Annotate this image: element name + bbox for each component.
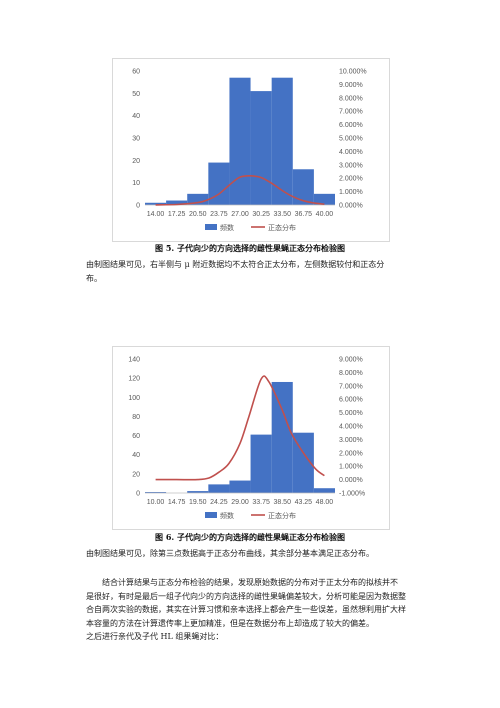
x-tick-label: 14.75 [168, 499, 186, 506]
conclusion-line: 是很好，有时是最后一组子代向少的方向选择的雌性果蝇偏差较大，分析可能是因为数据整 [86, 591, 406, 601]
x-tick-label: 30.25 [252, 211, 270, 218]
figure-6-caption: 图 6. 子代向少的方向选择的雌性果蝇正态分布检验图 [155, 532, 345, 542]
figure-6-description-line: 由制图结果可见，除第三点数据高于正态分布曲线，其余部分基本满足正态分布。 [86, 549, 374, 558]
bar [271, 77, 293, 205]
figure-5-chart: 0 10 20 30 40 50 60 0.000% 1.000% 2.000% 3.000% 4.0… [112, 58, 390, 242]
y2-tick-label: 8.000% [339, 95, 363, 102]
x-tick-label: 40.00 [316, 211, 334, 218]
bar [208, 484, 230, 493]
x-tick-label: 27.00 [231, 211, 249, 218]
y2-tick-label: 3.000% [339, 162, 363, 169]
y2-tick-label: 5.000% [339, 410, 363, 417]
y-tick-label: 40 [132, 113, 140, 120]
bar [250, 434, 272, 493]
x-tick-label: 38.50 [273, 499, 291, 506]
y-tick-label: 140 [128, 357, 140, 364]
legend-label: 正态分布 [268, 511, 296, 520]
y2-tick-label: 4.000% [339, 149, 363, 156]
bar [313, 488, 335, 493]
legend-swatch-bars [205, 512, 217, 518]
x-tick-label: 23.75 [210, 211, 228, 218]
normal-distribution-line [155, 375, 325, 481]
y2-tick-label: 6.000% [339, 397, 363, 404]
y-tick-label: 80 [132, 414, 140, 421]
y2-tick-label: 0.000% [339, 203, 363, 210]
x-tick-label: 33.75 [252, 499, 270, 506]
y-tick-label: 30 [132, 136, 140, 143]
y-tick-label: 50 [132, 91, 140, 98]
figure-6-description: 由制图结果可见，除第三点数据高于正态分布曲线，其余部分基本满足正态分布。 [86, 547, 416, 561]
bar [229, 480, 251, 493]
bar [208, 162, 230, 205]
y2-tick-label: 3.000% [339, 437, 363, 444]
bar [187, 491, 209, 493]
bar [313, 193, 335, 205]
bar [166, 200, 188, 205]
bar [145, 202, 167, 205]
bar [145, 492, 167, 493]
y-tick-label: 60 [132, 69, 140, 76]
x-tick-label: 17.25 [168, 211, 186, 218]
bar [250, 91, 272, 205]
bar [292, 432, 314, 493]
y2-tick-label: 4.000% [339, 424, 363, 431]
x-tick-label: 33.50 [273, 211, 291, 218]
figure-5-description-line: 布。 [86, 273, 102, 283]
y2-tick-label: 1.000% [339, 189, 363, 196]
x-tick-label: 29.00 [231, 499, 249, 506]
y-tick-label: 40 [132, 452, 140, 459]
x-tick-label: 48.00 [316, 499, 334, 506]
y2-tick-label: 1.000% [339, 464, 363, 471]
figure-5-svg: 0 10 20 30 40 50 60 0.000% 1.000% 2.000% 3.000% 4.0… [132, 69, 367, 233]
y-tick-label: 60 [132, 433, 140, 440]
y2-tick-label: -1.000% [339, 491, 365, 498]
conclusion-paragraph: 结合计算结果与正态分布检验的结果，发现原始数据的分布对于正太分布的拟核并不 是很… [86, 576, 416, 644]
y2-tick-label: 8.000% [339, 370, 363, 377]
y-tick-label: 10 [132, 180, 140, 187]
bar [271, 381, 293, 493]
legend-label: 频数 [220, 223, 234, 232]
y-tick-label: 0 [136, 491, 140, 498]
x-tick-label: 24.25 [210, 499, 228, 506]
y2-tick-label: 9.000% [339, 82, 363, 89]
x-tick-label: 14.00 [147, 211, 165, 218]
bar [187, 193, 209, 205]
y-tick-label: 20 [132, 471, 140, 478]
figure-6-svg: 0 20 40 60 80 100 120 140 -1.000% 0.000% 1.000% 2.0… [128, 357, 365, 521]
legend-swatch-bars [205, 224, 217, 230]
conclusion-line: 合自两次实验的数据，其实在计算习惯和亲本选择上都会产生一些误差，虽然想利用扩大样 [86, 605, 406, 614]
y-tick-label: 20 [132, 158, 140, 165]
y2-tick-label: 10.000% [339, 69, 367, 76]
legend-label: 频数 [220, 511, 234, 520]
x-tick-label: 20.50 [189, 211, 207, 218]
bar [229, 77, 251, 205]
figure-5-description: 由制图结果可见，右半侧与 μ 附近数据均不太符合正太分布，左侧数据较付和正态分 … [86, 258, 416, 285]
y2-tick-label: 9.000% [339, 357, 363, 364]
figure-6-chart: 0 20 40 60 80 100 120 140 -1.000% 0.000% 1.000% 2.0… [112, 346, 390, 530]
figure-5-description-line: 由制图结果可见，右半侧与 μ 附近数据均不太符合正太分布，左侧数据较付和正态分 [86, 260, 385, 269]
y2-tick-label: 5.000% [339, 136, 363, 143]
conclusion-line: 本容量的方法在计算遗传率上更加精准，但是在数据分布上却造成了较大的偏差。 [86, 618, 374, 628]
bar [292, 169, 314, 205]
y2-tick-label: 7.000% [339, 383, 363, 390]
x-tick-label: 10.00 [147, 499, 165, 506]
normal-distribution-line [155, 174, 325, 206]
legend-label: 正态分布 [268, 223, 296, 232]
y2-tick-label: 7.000% [339, 109, 363, 116]
x-tick-label: 19.50 [189, 499, 207, 506]
x-tick-label: 36.75 [295, 211, 313, 218]
x-tick-label: 43.25 [295, 499, 313, 506]
y2-tick-label: 2.000% [339, 450, 363, 457]
y2-tick-label: 2.000% [339, 176, 363, 183]
y-tick-label: 100 [128, 395, 140, 402]
y2-tick-label: 6.000% [339, 122, 363, 129]
y-tick-label: 0 [136, 203, 140, 210]
conclusion-line: 之后进行亲代及子代 HL 组果蝇对比： [86, 632, 224, 641]
y-tick-label: 120 [128, 376, 140, 383]
conclusion-line: 结合计算结果与正态分布检验的结果，发现原始数据的分布对于正太分布的拟核并不 [102, 578, 398, 587]
y2-tick-label: 0.000% [339, 477, 363, 484]
figure-5-caption: 图 5. 子代向少的方向选择的雌性果蝇正态分布检验图 [155, 243, 345, 253]
